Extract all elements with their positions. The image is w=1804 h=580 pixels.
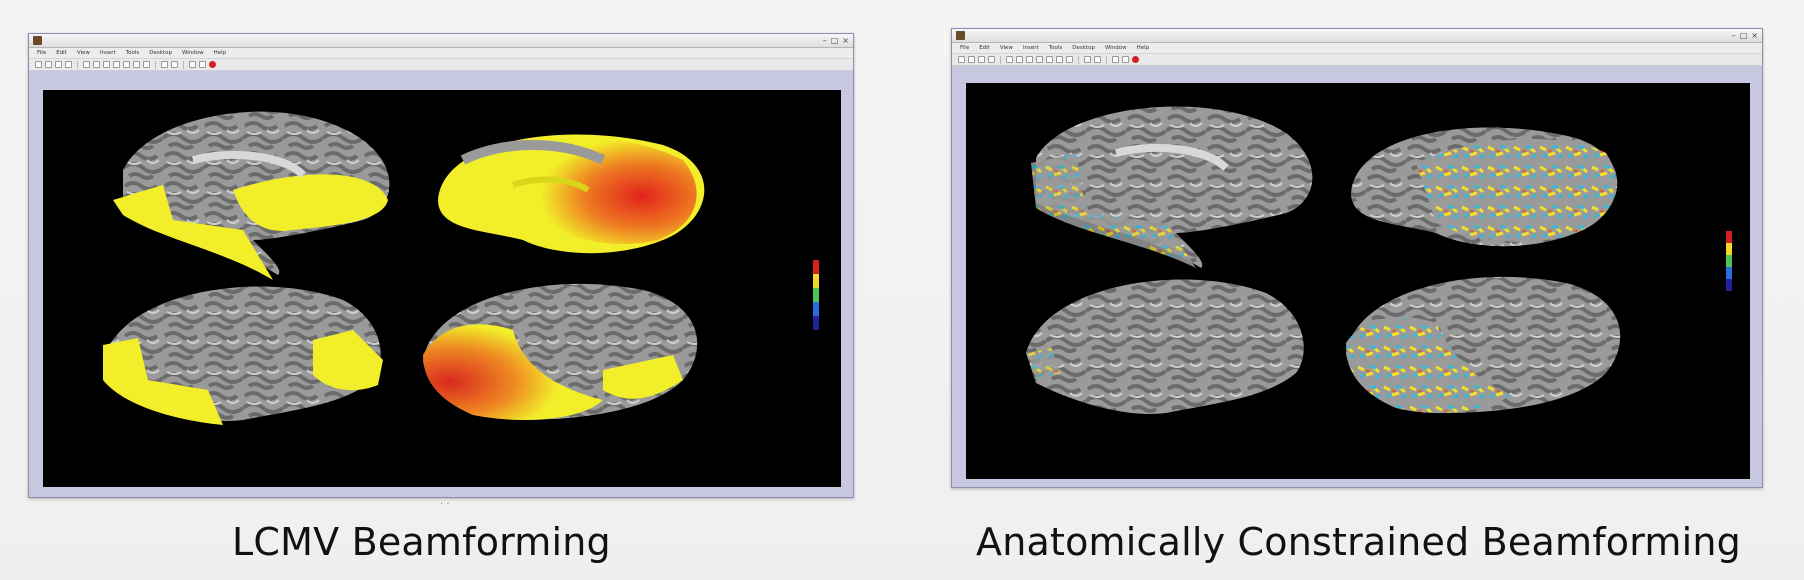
menu-edit[interactable]: Edit	[979, 45, 990, 51]
menu-tools[interactable]: Tools	[125, 50, 140, 56]
menu-window[interactable]: Window	[1104, 45, 1127, 51]
new-figure-icon[interactable]	[35, 61, 42, 68]
data-cursor-icon[interactable]	[1056, 56, 1063, 63]
matlab-icon	[33, 36, 42, 45]
titlebar[interactable]: – □ ×	[952, 29, 1762, 43]
menu-bar: File Edit View Insert Tools Desktop Wind…	[952, 43, 1762, 54]
edit-plot-icon[interactable]	[1006, 56, 1013, 63]
menu-insert[interactable]: Insert	[99, 50, 116, 56]
figure-toolbar	[29, 59, 853, 71]
toolbar-separator	[1078, 55, 1079, 64]
menu-window[interactable]: Window	[181, 50, 204, 56]
menu-help[interactable]: Help	[213, 50, 227, 56]
slide-marker: · ·	[440, 499, 450, 510]
brain-render-viewport-left[interactable]	[43, 90, 841, 487]
toolbar-separator	[1000, 55, 1001, 64]
print-icon[interactable]	[988, 56, 995, 63]
colorbar-icon[interactable]	[161, 61, 168, 68]
stop-icon[interactable]	[1132, 56, 1139, 63]
rotate-3d-icon[interactable]	[1046, 56, 1053, 63]
colorbar	[813, 260, 819, 330]
menu-tools[interactable]: Tools	[1048, 45, 1063, 51]
menu-insert[interactable]: Insert	[1022, 45, 1039, 51]
brush-icon[interactable]	[1066, 56, 1073, 63]
figure-window-right: – □ × File Edit View Insert Tools Deskto…	[951, 28, 1763, 488]
titlebar[interactable]: – □ ×	[29, 34, 853, 48]
figure-toolbar	[952, 54, 1762, 66]
save-icon[interactable]	[978, 56, 985, 63]
brain-lateral-left	[1346, 276, 1621, 414]
menu-help[interactable]: Help	[1136, 45, 1150, 51]
toolbar-separator	[77, 60, 78, 69]
zoom-in-icon[interactable]	[93, 61, 100, 68]
rotate-3d-icon[interactable]	[123, 61, 130, 68]
edit-plot-icon[interactable]	[83, 61, 90, 68]
caption-lcmv: LCMV Beamforming	[232, 520, 611, 564]
menu-view[interactable]: View	[76, 50, 90, 56]
new-figure-icon[interactable]	[958, 56, 965, 63]
show-tools-icon[interactable]	[1122, 56, 1129, 63]
data-cursor-icon[interactable]	[133, 61, 140, 68]
brain-lateral-right	[103, 286, 383, 425]
brain-surfaces-acb	[1026, 106, 1732, 414]
menu-bar: File Edit View Insert Tools Desktop Wind…	[29, 48, 853, 59]
show-tools-icon[interactable]	[199, 61, 206, 68]
brain-lateral-right	[1026, 279, 1304, 414]
zoom-in-icon[interactable]	[1016, 56, 1023, 63]
menu-edit[interactable]: Edit	[56, 50, 67, 56]
toolbar-separator	[183, 60, 184, 69]
hide-tools-icon[interactable]	[1112, 56, 1119, 63]
minimize-button[interactable]: –	[822, 35, 827, 45]
menu-file[interactable]: File	[960, 45, 970, 51]
close-button[interactable]: ×	[842, 35, 849, 45]
print-icon[interactable]	[65, 61, 72, 68]
figure-window-left: – □ × File Edit View Insert Tools Deskto…	[28, 33, 854, 498]
menu-view[interactable]: View	[999, 45, 1013, 51]
brain-medial-left	[113, 111, 390, 280]
open-file-icon[interactable]	[45, 61, 52, 68]
legend-icon[interactable]	[1094, 56, 1101, 63]
brain-lateral-left	[423, 283, 698, 420]
pan-icon[interactable]	[1036, 56, 1043, 63]
menu-desktop[interactable]: Desktop	[149, 50, 172, 56]
maximize-button[interactable]: □	[1739, 30, 1748, 40]
brain-ventral-left	[438, 134, 705, 254]
legend-icon[interactable]	[171, 61, 178, 68]
toolbar-separator	[1106, 55, 1107, 64]
colorbar-icon[interactable]	[1084, 56, 1091, 63]
caption-acb: Anatomically Constrained Beamforming	[976, 520, 1741, 564]
save-icon[interactable]	[55, 61, 62, 68]
stop-icon[interactable]	[209, 61, 216, 68]
minimize-button[interactable]: –	[1731, 30, 1736, 40]
colorbar	[1726, 231, 1732, 291]
menu-desktop[interactable]: Desktop	[1072, 45, 1095, 51]
brush-icon[interactable]	[143, 61, 150, 68]
open-file-icon[interactable]	[968, 56, 975, 63]
brain-render-viewport-right[interactable]	[966, 83, 1750, 479]
hide-tools-icon[interactable]	[189, 61, 196, 68]
menu-file[interactable]: File	[37, 50, 47, 56]
toolbar-separator	[155, 60, 156, 69]
brain-medial-left	[1031, 106, 1313, 269]
matlab-icon	[956, 31, 965, 40]
close-button[interactable]: ×	[1751, 30, 1758, 40]
brain-surfaces-lcmv	[103, 111, 819, 425]
zoom-out-icon[interactable]	[1026, 56, 1033, 63]
maximize-button[interactable]: □	[830, 35, 839, 45]
pan-icon[interactable]	[113, 61, 120, 68]
zoom-out-icon[interactable]	[103, 61, 110, 68]
brain-ventral-left	[1351, 127, 1618, 247]
